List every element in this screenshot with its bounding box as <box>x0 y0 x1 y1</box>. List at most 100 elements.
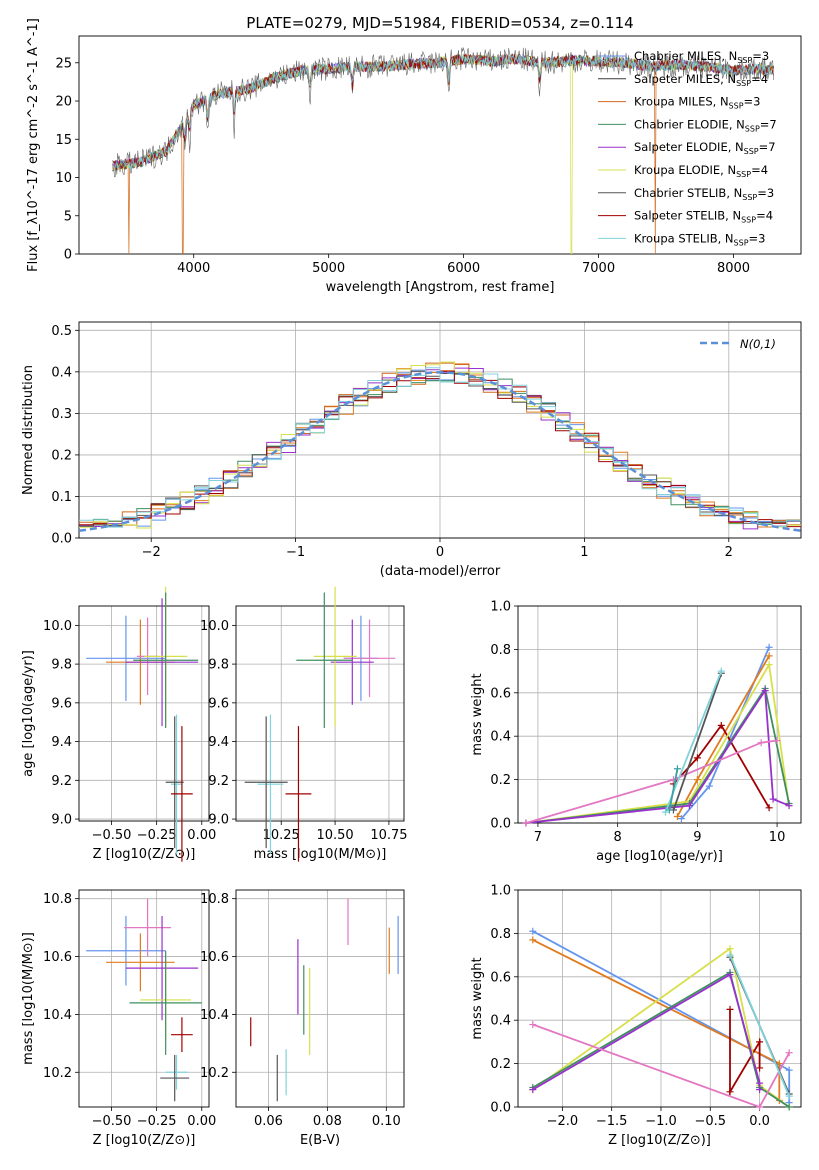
spectrum-lines <box>112 46 774 254</box>
y-tick-label: 0.4 <box>490 1014 511 1029</box>
y-tick-label: 0.2 <box>490 1057 511 1072</box>
y-tick-label: 0.3 <box>51 407 72 422</box>
normal-curve <box>78 371 802 532</box>
axes-frame <box>78 605 210 822</box>
weight-point-marker <box>685 802 693 810</box>
legend-entry: Salpeter STELIB, NSSP=4 <box>634 209 773 225</box>
y-tick-label: 1.0 <box>490 884 511 899</box>
y-tick-label: 0.2 <box>490 773 511 788</box>
legend-entry: Salpeter MILES, NSSP=4 <box>634 72 768 88</box>
y-tick-label: 10.4 <box>200 1008 229 1023</box>
weight-point-marker <box>757 739 765 747</box>
x-tick-label: 10.25 <box>263 828 300 843</box>
weight-series-line <box>525 739 778 824</box>
chart-panel-massweight-vs-Z: −2.0 −1.5 −1.0 −0.5 0.0 0.0 0.2 0.4 0.6 0.8 1.0 Z [… <box>470 884 802 1148</box>
y-axis-label: mass [log10(M/M⊙)] <box>21 932 36 1065</box>
weight-point-marker <box>693 754 701 762</box>
x-axis-label: Z [log10(Z/Z⊙)] <box>93 1133 196 1148</box>
axes-frame <box>78 889 210 1108</box>
y-tick-label: 9.0 <box>51 813 72 828</box>
y-tick-label: 10.2 <box>200 1066 229 1081</box>
legend-entry: Kroupa MILES, NSSP=3 <box>634 95 760 111</box>
y-tick-label: 9.6 <box>208 696 229 711</box>
chart-panel-age-vs-mass: 10.25 10.50 10.75 9.0 9.2 9.4 9.6 9.8 10.0 mass [… <box>200 586 408 862</box>
axes-frame <box>235 605 405 822</box>
axes-frame <box>78 321 802 539</box>
weight-point-marker <box>785 1049 793 1057</box>
y-tick-label: 0.0 <box>490 817 511 832</box>
y-tick-label: 0.2 <box>51 448 72 463</box>
x-tick-label: −1.0 <box>645 1114 677 1129</box>
weight-point-marker <box>717 721 725 729</box>
y-tick-label: 9.2 <box>51 774 72 789</box>
spectrum-series-line <box>112 53 774 171</box>
x-axis-label: age [log10(age/yr)] <box>596 849 723 864</box>
x-tick-label: 0.06 <box>254 1114 283 1129</box>
x-tick-label: −2 <box>142 545 161 560</box>
legend-entry: Chabrier ELODIE, NSSP=7 <box>634 117 777 133</box>
y-tick-label: 10.4 <box>43 1008 72 1023</box>
x-tick-label: 10 <box>769 830 786 845</box>
weight-series-line <box>668 768 679 811</box>
y-tick-label: 10.2 <box>43 1066 72 1081</box>
x-tick-label: −0.50 <box>92 828 132 843</box>
weight-point-marker <box>661 808 669 816</box>
chart-panel-spectrum: 4000 5000 6000 7000 8000 0 5 10 15 20 25 wavelength… <box>26 18 802 295</box>
x-tick-label: 0.10 <box>372 1114 401 1129</box>
y-tick-label: 0.4 <box>51 365 72 380</box>
x-tick-label: −0.25 <box>137 828 177 843</box>
x-axis-label: mass [log10(M/M⊙)] <box>254 847 387 862</box>
x-tick-label: 7 <box>534 830 542 845</box>
y-tick-label: 5 <box>64 209 72 224</box>
weight-series-line <box>729 954 791 1097</box>
x-tick-label: 7000 <box>582 261 615 276</box>
weight-point-marker <box>693 776 701 784</box>
y-tick-label: 0.6 <box>490 970 511 985</box>
y-tick-label: 9.2 <box>208 774 229 789</box>
x-tick-label: −0.5 <box>694 1114 726 1129</box>
x-axis-label: Z [log10(Z/Z⊙)] <box>93 847 196 862</box>
x-tick-label: −1.5 <box>596 1114 628 1129</box>
y-tick-label: 10.8 <box>200 892 229 907</box>
weight-point-marker <box>529 1021 537 1029</box>
weight-point-marker <box>705 782 713 790</box>
weight-point-marker <box>726 971 734 979</box>
weight-point-marker <box>677 815 685 823</box>
x-tick-label: 0.0 <box>749 1114 770 1129</box>
weight-point-marker <box>756 1038 764 1046</box>
weight-point-marker <box>785 802 793 810</box>
legend-entry: N(0,1) <box>740 337 776 351</box>
x-tick-label: 10.50 <box>316 828 353 843</box>
y-tick-label: 15 <box>55 133 72 148</box>
y-tick-label: 0.1 <box>51 490 72 505</box>
x-tick-label: 8000 <box>717 261 750 276</box>
x-tick-label: 0.00 <box>187 1114 216 1129</box>
y-tick-label: 9.8 <box>208 658 229 673</box>
y-axis-label: Normed distribution <box>21 365 36 495</box>
weight-point-marker <box>756 1064 764 1072</box>
y-tick-label: 10.6 <box>200 950 229 965</box>
weight-point-marker <box>785 1103 793 1111</box>
weight-point-marker <box>761 687 769 695</box>
x-axis-label: wavelength [Angstrom, rest frame] <box>326 280 555 295</box>
weight-point-marker <box>673 765 681 773</box>
y-tick-label: 10.8 <box>43 892 72 907</box>
y-tick-label: 0.6 <box>490 686 511 701</box>
y-tick-label: 9.4 <box>208 735 229 750</box>
x-tick-label: 1 <box>580 545 588 560</box>
y-tick-label: 0.8 <box>490 643 511 658</box>
legend-entry: Chabrier STELIB, NSSP=3 <box>634 186 774 202</box>
weight-series-line <box>532 947 790 1108</box>
y-tick-label: 10 <box>55 171 72 186</box>
y-tick-label: 9.4 <box>51 735 72 750</box>
weight-series-line <box>664 670 723 813</box>
y-tick-label: 25 <box>55 56 72 71</box>
x-tick-label: 0.08 <box>313 1114 342 1129</box>
x-tick-label: 4000 <box>177 261 210 276</box>
axes-frame <box>78 35 802 255</box>
weight-point-marker <box>765 652 773 660</box>
axes-frame <box>235 889 405 1108</box>
y-tick-label: 0.5 <box>51 324 72 339</box>
x-axis-label: (data-model)/error <box>380 564 501 579</box>
